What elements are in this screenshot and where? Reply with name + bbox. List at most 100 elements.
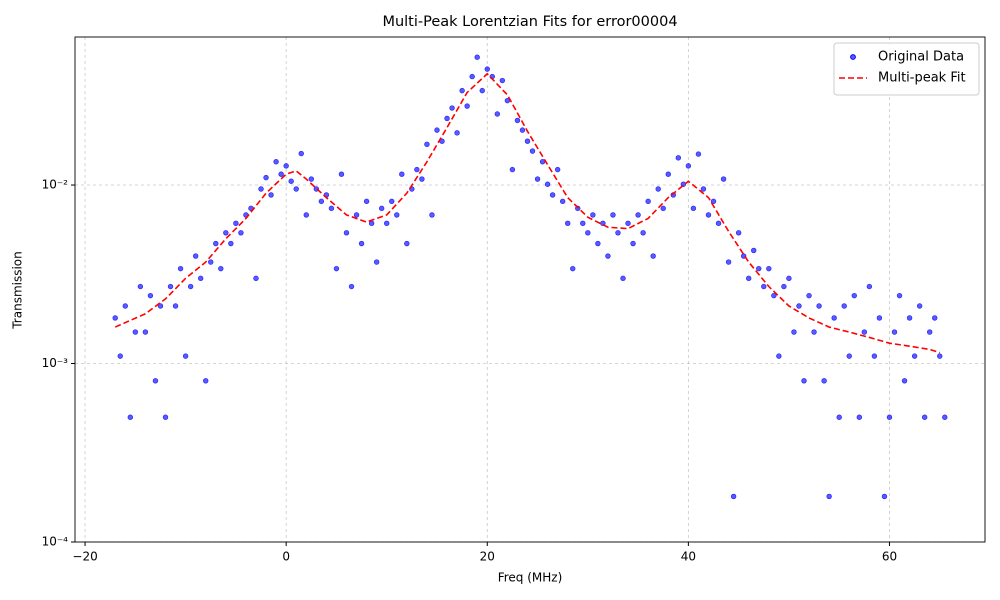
data-point (404, 240, 410, 247)
data-point (685, 163, 692, 169)
data-point (293, 186, 299, 192)
data-point (635, 212, 641, 218)
data-point (906, 315, 913, 321)
data-point (152, 378, 159, 384)
data-point (208, 259, 214, 265)
data-point (203, 378, 209, 384)
data-point (620, 275, 626, 282)
data-point (861, 329, 868, 335)
data-point (509, 166, 516, 173)
data-point (394, 212, 400, 218)
data-point (916, 303, 923, 309)
data-point (273, 159, 279, 165)
data-point (640, 230, 646, 236)
data-point (715, 220, 722, 227)
data-point (142, 329, 149, 335)
data-point (856, 414, 863, 420)
data-point (233, 220, 239, 227)
data-point (831, 315, 837, 321)
data-point (821, 378, 827, 384)
data-point (499, 77, 506, 84)
data-point (851, 292, 857, 299)
data-point (761, 283, 767, 290)
data-point (655, 186, 661, 192)
data-point (348, 283, 355, 290)
data-point (937, 353, 943, 359)
y-tick-label: 10⁻² (42, 178, 69, 192)
data-point (318, 198, 325, 205)
data-point (590, 212, 596, 218)
data-point (414, 166, 420, 173)
data-point (283, 163, 289, 169)
data-point (192, 253, 199, 259)
data-point (565, 220, 571, 227)
legend-label: Multi-peak Fit (878, 71, 966, 86)
data-point (826, 493, 832, 500)
data-point (766, 265, 772, 272)
data-point (725, 259, 732, 265)
data-point (449, 105, 455, 111)
data-point (228, 240, 234, 247)
data-point (841, 303, 847, 309)
data-point (132, 329, 139, 335)
x-tick-label: 60 (882, 550, 897, 564)
data-point (223, 230, 229, 236)
data-point (162, 414, 169, 420)
data-point (529, 148, 536, 154)
data-point (429, 212, 435, 218)
data-point (469, 73, 475, 80)
data-point (595, 240, 601, 247)
data-point (876, 315, 883, 321)
data-point (580, 220, 586, 227)
data-point (630, 240, 636, 247)
data-point (298, 150, 304, 157)
data-point (650, 253, 656, 259)
data-point (519, 127, 526, 133)
data-point (660, 205, 666, 212)
data-point (705, 212, 712, 218)
data-point (866, 283, 873, 290)
data-point (147, 292, 154, 299)
data-point (896, 292, 903, 299)
data-point (801, 378, 807, 384)
data-point (786, 275, 792, 282)
data-point (328, 205, 335, 212)
data-point (932, 315, 938, 321)
fit-line (114, 72, 941, 354)
x-axis-label: Freq (MHz) (498, 571, 563, 585)
data-point (373, 259, 380, 265)
data-point (112, 315, 118, 321)
data-point (806, 292, 812, 299)
data-point (378, 205, 385, 212)
x-tick-label: 0 (282, 550, 290, 564)
data-point (494, 111, 501, 117)
data-point (901, 378, 908, 384)
data-point (549, 192, 556, 198)
data-point (559, 198, 566, 205)
data-point (464, 103, 470, 109)
data-point (534, 176, 541, 182)
data-point (881, 493, 888, 500)
data-point (253, 275, 259, 282)
data-point (454, 130, 460, 136)
data-point (605, 253, 611, 259)
data-point (213, 240, 219, 247)
data-point (484, 66, 490, 72)
data-point (776, 353, 782, 359)
data-point (137, 283, 144, 290)
data-point (665, 171, 671, 177)
legend-label: Original Data (878, 50, 964, 65)
data-point (424, 141, 430, 148)
data-point (474, 54, 480, 60)
data-point (127, 414, 134, 420)
data-point (514, 117, 521, 124)
x-tick-label: 20 (480, 550, 495, 564)
x-tick-label: −20 (72, 550, 97, 564)
data-point (811, 329, 817, 335)
data-point (781, 283, 787, 290)
data-point (363, 198, 370, 205)
data-point (720, 176, 727, 182)
data-point (625, 220, 631, 227)
data-point (645, 198, 651, 205)
